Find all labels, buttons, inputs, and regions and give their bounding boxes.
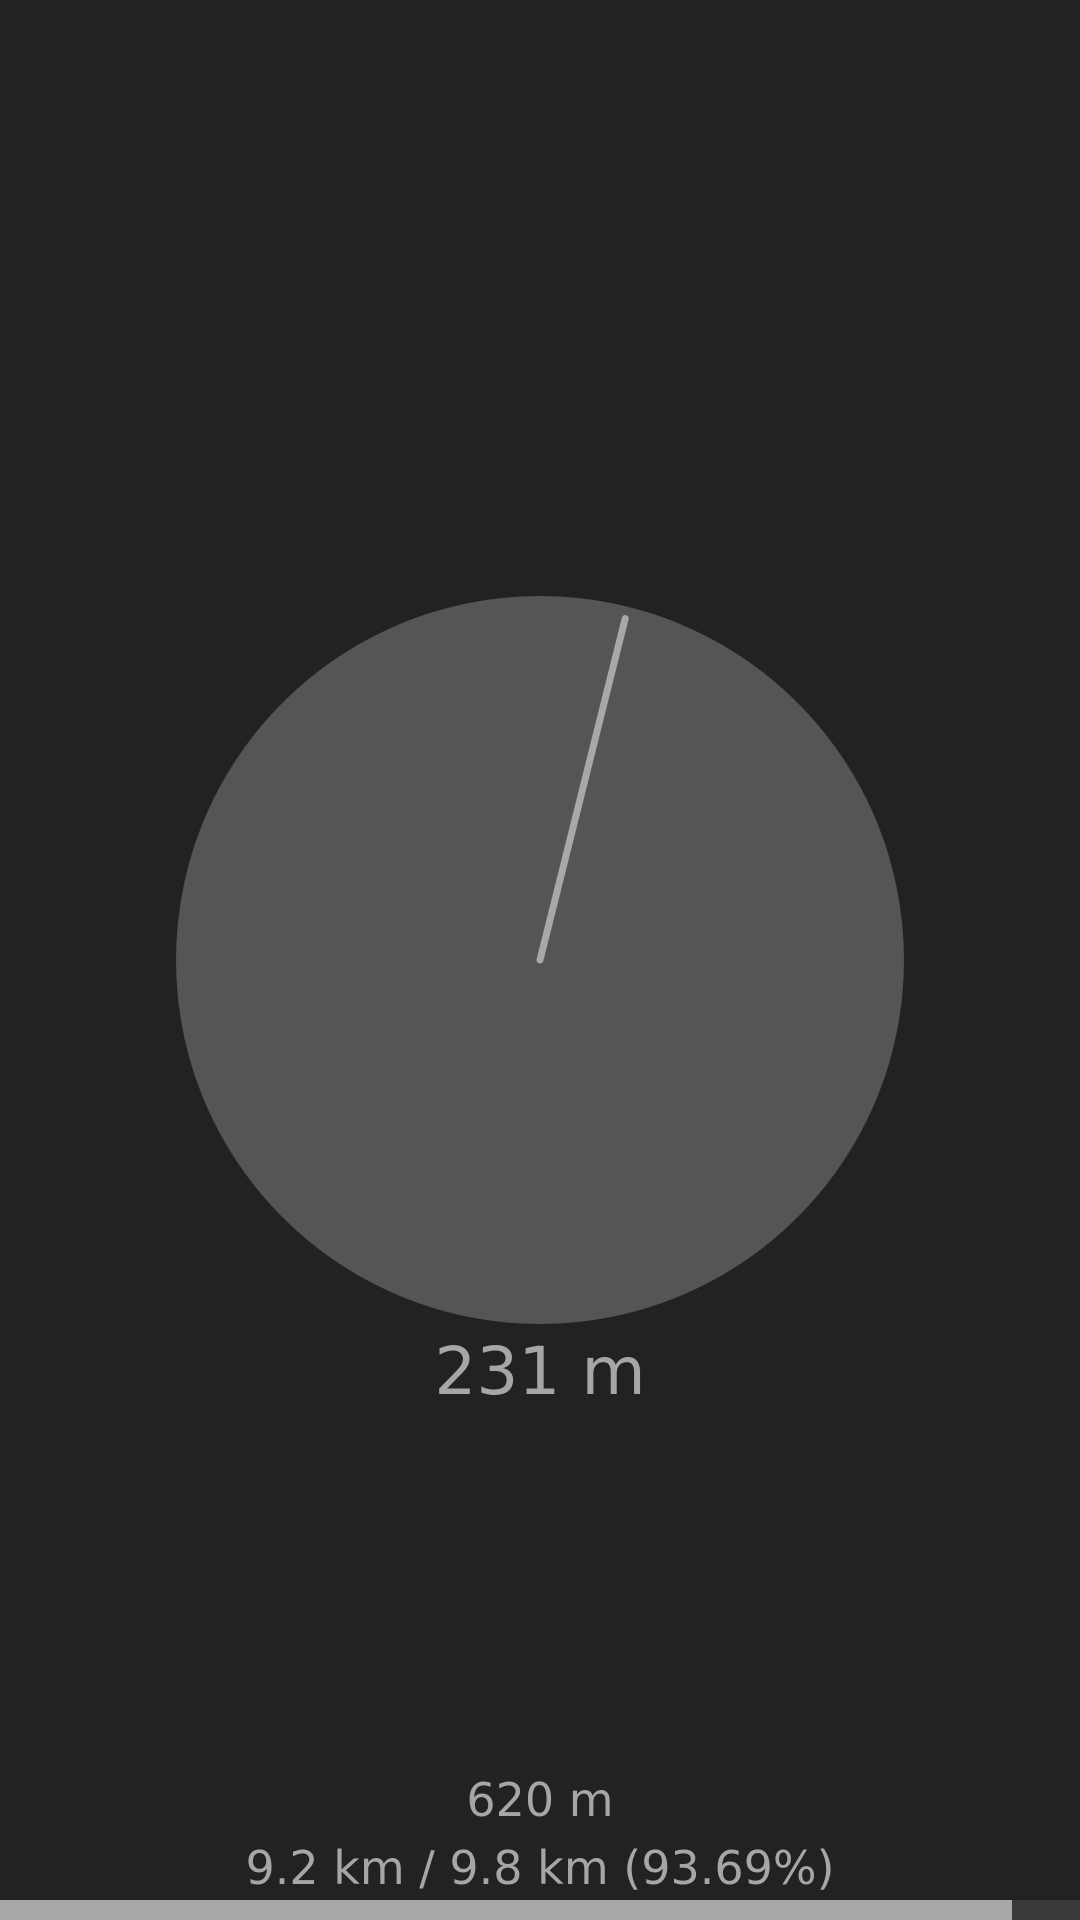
- direction-dial: [176, 596, 904, 1324]
- direction-needle: [536, 615, 629, 964]
- route-progress-fill: [0, 1900, 1012, 1920]
- next-distance-label: 620 m: [466, 1773, 614, 1827]
- route-progress-bar: [0, 1900, 1080, 1920]
- direction-dial-graphic: [536, 615, 629, 964]
- target-distance-label: 231 m: [434, 1333, 646, 1410]
- route-progress-label: 9.2 km / 9.8 km (93.69%): [245, 1841, 835, 1895]
